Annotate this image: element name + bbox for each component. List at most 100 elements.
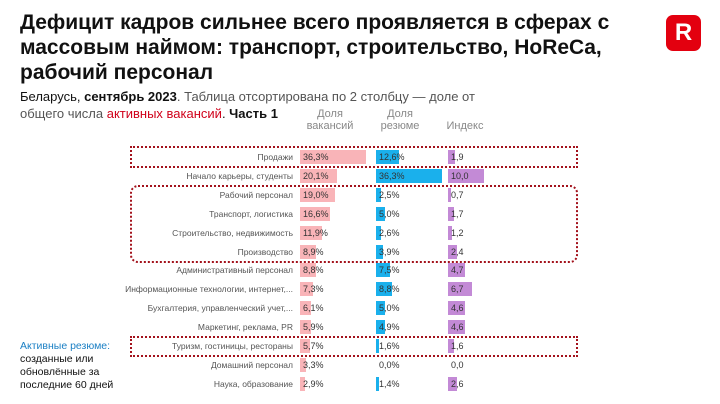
value-label: 1,2 [451, 227, 464, 238]
subtitle-dot: . [221, 106, 230, 121]
bar-resumes [376, 150, 399, 164]
bar-vacancies [300, 320, 311, 335]
subtitle: Беларусь, сентябрь 2023. Таблица отсорти… [20, 88, 490, 122]
value-label: 1,7 [451, 208, 464, 219]
subtitle-part: Часть 1 [229, 106, 278, 121]
value-label: 1,6 [451, 341, 464, 351]
bar-vacancies [300, 357, 306, 372]
value-label: 4,6 [451, 322, 464, 333]
value-label: 2,9% [303, 378, 324, 389]
value-label: 0,7 [451, 189, 464, 200]
bar-resumes [376, 244, 384, 259]
bar-resumes [376, 187, 381, 202]
value-label: 3,3% [303, 359, 324, 370]
note-text: созданные или обновлённые за последние 6… [20, 353, 114, 391]
subtitle-country: Беларусь, [20, 89, 85, 104]
bar-vacancies [300, 282, 314, 297]
value-label: 2,4 [451, 246, 464, 257]
row-label: Начало карьеры, студенты [186, 170, 293, 181]
value-label: 1,9 [451, 152, 464, 162]
bar-index [448, 168, 484, 183]
highlight-box [130, 185, 578, 263]
bar-vacancies [300, 301, 312, 316]
value-label: 2,6% [379, 227, 400, 238]
bar-resumes [376, 225, 381, 240]
value-label: 7,5% [379, 265, 400, 276]
bar-index [448, 301, 465, 316]
brand-logo: R [666, 15, 701, 51]
bar-vacancies [300, 339, 311, 353]
row-label: Наука, образование [213, 378, 293, 389]
value-label: 8,8% [379, 284, 400, 295]
value-label: 5,9% [303, 322, 324, 333]
note-title: Активные резюме: [20, 340, 111, 352]
row-label: Информационные технологии, интернет,... [125, 284, 293, 295]
value-label: 5,0% [379, 303, 400, 314]
value-label: 0,0% [379, 359, 400, 370]
bar-vacancies [300, 168, 337, 183]
value-label: 5,0% [379, 208, 400, 219]
value-label: 0,0 [451, 359, 464, 370]
bar-resumes [376, 206, 386, 221]
value-label: 20,1% [303, 170, 329, 181]
value-label: 1,6% [379, 341, 400, 351]
value-label: 11,9% [303, 227, 328, 238]
value-label: 4,9% [379, 322, 400, 333]
value-label: 16,6% [303, 208, 329, 219]
row-label: Бухгалтерия, управленческий учет,... [147, 303, 293, 314]
row-label: Строительство, недвижимость [172, 227, 293, 238]
bar-vacancies [300, 187, 335, 202]
row-label: Туризм, гостиницы, рестораны [172, 341, 293, 351]
highlight-box [130, 146, 578, 168]
value-label: 8,9% [303, 246, 324, 257]
bar-index [448, 376, 458, 391]
value-label: 3,9% [379, 246, 400, 257]
note: Активные резюме: созданные или обновлённы… [20, 340, 125, 392]
column-header-vacancies: Доля вакансий [306, 108, 354, 132]
row-label: Домашний персонал [210, 359, 293, 370]
bar-resumes [376, 282, 392, 297]
bar-vacancies [300, 263, 316, 278]
bar-index [448, 206, 455, 221]
subtitle-date: сентябрь 2023 [84, 89, 177, 104]
value-label: 36,3% [379, 170, 405, 181]
bar-vacancies [300, 225, 322, 240]
value-label: 7,3% [303, 284, 324, 295]
bar-index [448, 320, 465, 335]
bar-index [448, 244, 457, 259]
column-header-index: Индекс [446, 120, 484, 132]
bar-resumes [376, 339, 379, 353]
row-label: Маркетинг, реклама, PR [197, 322, 293, 333]
page-title: Дефицит кадров сильнее всего проявляется… [20, 11, 610, 84]
value-label: 10,0 [451, 170, 469, 181]
bar-vacancies [300, 206, 331, 221]
value-label: 19,0% [303, 189, 329, 200]
bar-index [448, 225, 453, 240]
value-label: 2,6 [451, 378, 464, 389]
row-label: Административный персонал [176, 265, 293, 276]
row-label: Производство [237, 246, 293, 257]
bar-vacancies [300, 150, 366, 164]
column-header-resumes: Доля резюме [380, 108, 420, 132]
bar-index [448, 187, 451, 202]
bar-resumes [376, 320, 385, 335]
bar-resumes [376, 168, 442, 183]
value-label: 4,6 [451, 303, 464, 314]
value-label: 8,8% [303, 265, 324, 276]
subtitle-active: активных вакансий [106, 106, 222, 121]
value-label: 6,1% [303, 303, 324, 314]
value-label: 36,3% [303, 152, 329, 162]
value-label: 4,7 [451, 265, 464, 276]
bar-resumes [376, 376, 379, 391]
value-label: 6,7 [451, 284, 464, 295]
bar-index [448, 282, 473, 297]
row-label: Транспорт, логистика [209, 208, 293, 219]
value-label: 1,4% [379, 378, 400, 389]
value-label: 2,5% [379, 189, 400, 200]
subtitle-sort: . Таблица отсортирована по 2 столбцу — д… [20, 89, 475, 121]
row-label: Продажи [257, 152, 294, 162]
bar-vacancies [300, 244, 317, 259]
value-label: 12,6% [379, 152, 405, 162]
bar-index [448, 263, 465, 278]
